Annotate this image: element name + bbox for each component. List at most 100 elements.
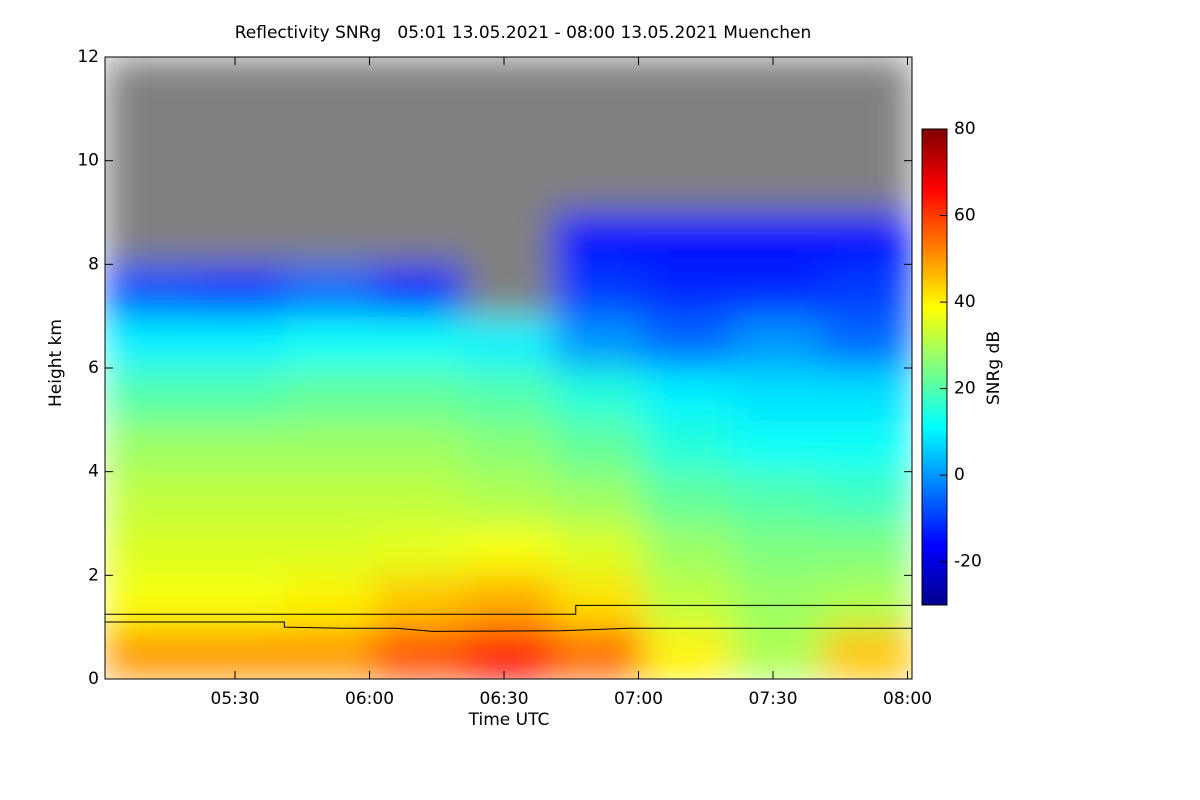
cell xyxy=(553,212,644,265)
x-axis-label: Time UTC xyxy=(468,710,550,730)
x-tick-label: 07:30 xyxy=(749,689,798,709)
cell xyxy=(643,108,734,162)
cell xyxy=(463,212,554,265)
cell xyxy=(194,264,285,317)
cell xyxy=(553,108,644,162)
x-tick-label: 05:30 xyxy=(211,689,260,709)
cell xyxy=(822,108,912,162)
x-tick-label: 07:00 xyxy=(614,689,663,709)
cell xyxy=(643,316,734,369)
cell xyxy=(643,57,734,110)
cell xyxy=(463,57,554,110)
y-tick-label: 0 xyxy=(88,669,99,689)
cell xyxy=(822,212,912,265)
cell xyxy=(822,57,912,110)
cell xyxy=(463,575,554,628)
x-tick-label: 06:30 xyxy=(480,689,529,709)
cell xyxy=(284,264,375,317)
cell xyxy=(105,627,196,679)
cell xyxy=(284,368,375,421)
cell xyxy=(374,316,465,369)
cell xyxy=(553,575,644,628)
cell xyxy=(553,57,644,110)
cell xyxy=(732,419,823,473)
cell xyxy=(194,212,285,265)
boundary-line xyxy=(105,621,912,632)
cell xyxy=(643,471,734,524)
cell xyxy=(374,57,465,110)
cell xyxy=(732,57,823,110)
cell xyxy=(643,160,734,213)
colorbar-tick-label: 60 xyxy=(954,206,976,226)
heatmap xyxy=(105,57,912,679)
cell xyxy=(643,523,734,576)
cell xyxy=(822,575,912,628)
cell xyxy=(822,316,912,369)
cell xyxy=(553,523,644,576)
cell xyxy=(105,264,196,317)
colorbar-tick-label: 20 xyxy=(954,379,976,399)
cell xyxy=(374,523,465,576)
cell xyxy=(105,160,196,213)
cell xyxy=(463,627,554,679)
cell xyxy=(105,57,196,110)
cell xyxy=(732,471,823,524)
y-tick-label: 4 xyxy=(88,462,99,482)
cell xyxy=(732,368,823,421)
cell xyxy=(643,264,734,317)
cell xyxy=(732,523,823,576)
cell xyxy=(822,368,912,421)
colorbar-label: SNRg dB xyxy=(984,331,1004,405)
cell xyxy=(374,264,465,317)
cell xyxy=(284,160,375,213)
heatmap-cells xyxy=(105,57,912,679)
y-tick-label: 2 xyxy=(88,565,99,585)
cell xyxy=(284,108,375,162)
cell xyxy=(463,108,554,162)
cell xyxy=(374,160,465,213)
cell xyxy=(374,212,465,265)
cell xyxy=(463,523,554,576)
cell xyxy=(822,264,912,317)
cell xyxy=(105,523,196,576)
cell xyxy=(553,627,644,679)
cell xyxy=(374,368,465,421)
colorbar-tick-label: -20 xyxy=(954,552,982,572)
cell xyxy=(463,471,554,524)
cell xyxy=(284,316,375,369)
cell xyxy=(194,523,285,576)
lines xyxy=(105,604,912,632)
cell xyxy=(732,212,823,265)
cell xyxy=(194,160,285,213)
cell xyxy=(194,368,285,421)
cell xyxy=(643,368,734,421)
y-axis-label: Height km xyxy=(46,319,66,407)
cell xyxy=(732,160,823,213)
cell xyxy=(374,108,465,162)
cell xyxy=(374,471,465,524)
boundary-line xyxy=(105,604,912,615)
cell xyxy=(553,368,644,421)
cell xyxy=(374,419,465,473)
cell xyxy=(284,471,375,524)
cell xyxy=(643,419,734,473)
cell xyxy=(822,627,912,679)
cell xyxy=(732,627,823,679)
cell xyxy=(553,264,644,317)
colorbar-tick-label: 80 xyxy=(954,119,976,139)
cell xyxy=(194,575,285,628)
cell xyxy=(463,419,554,473)
cell xyxy=(732,264,823,317)
cell xyxy=(822,419,912,473)
cell xyxy=(105,471,196,524)
cell xyxy=(732,108,823,162)
cell xyxy=(553,160,644,213)
cell xyxy=(194,627,285,679)
cell xyxy=(643,212,734,265)
cell xyxy=(284,212,375,265)
cell xyxy=(822,160,912,213)
cell xyxy=(194,316,285,369)
cell xyxy=(732,575,823,628)
x-tick-label: 06:00 xyxy=(345,689,394,709)
